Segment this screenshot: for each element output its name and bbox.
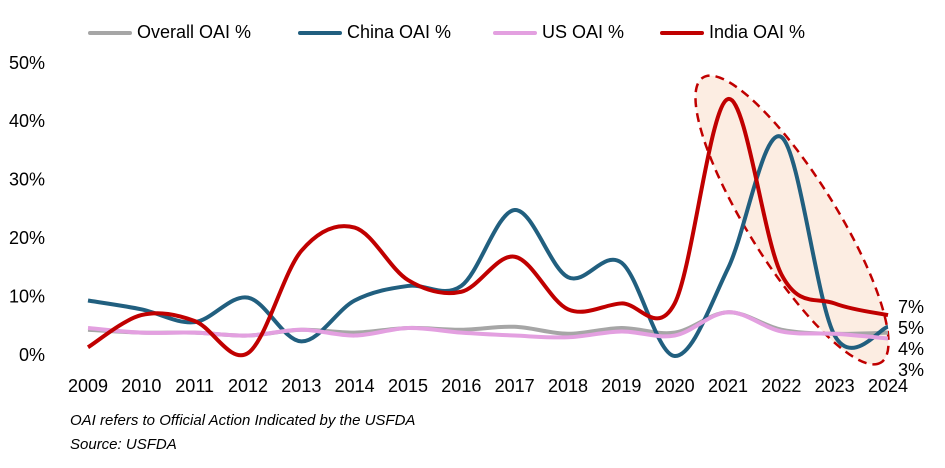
legend-label: US OAI % [542, 22, 624, 42]
series-line [87, 134, 889, 359]
x-tick-label: 2009 [68, 376, 108, 396]
y-tick-label: 50% [9, 53, 45, 73]
x-tick-label: 2024 [868, 376, 908, 396]
legend-label: Overall OAI % [137, 22, 251, 42]
x-tick-label: 2015 [388, 376, 428, 396]
x-tick-label: 2017 [495, 376, 535, 396]
x-tick-label: 2022 [761, 376, 801, 396]
x-tick-label: 2023 [815, 376, 855, 396]
data-label: 7% [898, 297, 924, 317]
y-tick-label: 10% [9, 286, 45, 306]
x-tick-label: 2021 [708, 376, 748, 396]
y-tick-label: 30% [9, 170, 45, 190]
x-tick-label: 2019 [601, 376, 641, 396]
footnote: OAI refers to Official Action Indicated … [70, 412, 415, 429]
x-tick-label: 2012 [228, 376, 268, 396]
legend-label: China OAI % [347, 22, 451, 42]
x-tick-label: 2010 [121, 376, 161, 396]
y-tick-label: 40% [9, 111, 45, 131]
x-tick-label: 2020 [655, 376, 695, 396]
series-line [86, 97, 889, 358]
highlight-ellipse [694, 74, 890, 366]
data-label: 5% [898, 318, 924, 338]
x-tick-label: 2018 [548, 376, 588, 396]
y-tick-label: 20% [9, 228, 45, 248]
x-tick-label: 2013 [281, 376, 321, 396]
data-label: 3% [898, 360, 924, 380]
x-tick-label: 2016 [441, 376, 481, 396]
footnote: Source: USFDA [70, 436, 177, 453]
legend-label: India OAI % [709, 22, 805, 42]
x-tick-label: 2014 [335, 376, 375, 396]
series-line [87, 310, 889, 341]
x-tick-label: 2011 [175, 376, 214, 396]
data-label: 4% [898, 339, 924, 359]
y-tick-label: 0% [19, 345, 45, 365]
